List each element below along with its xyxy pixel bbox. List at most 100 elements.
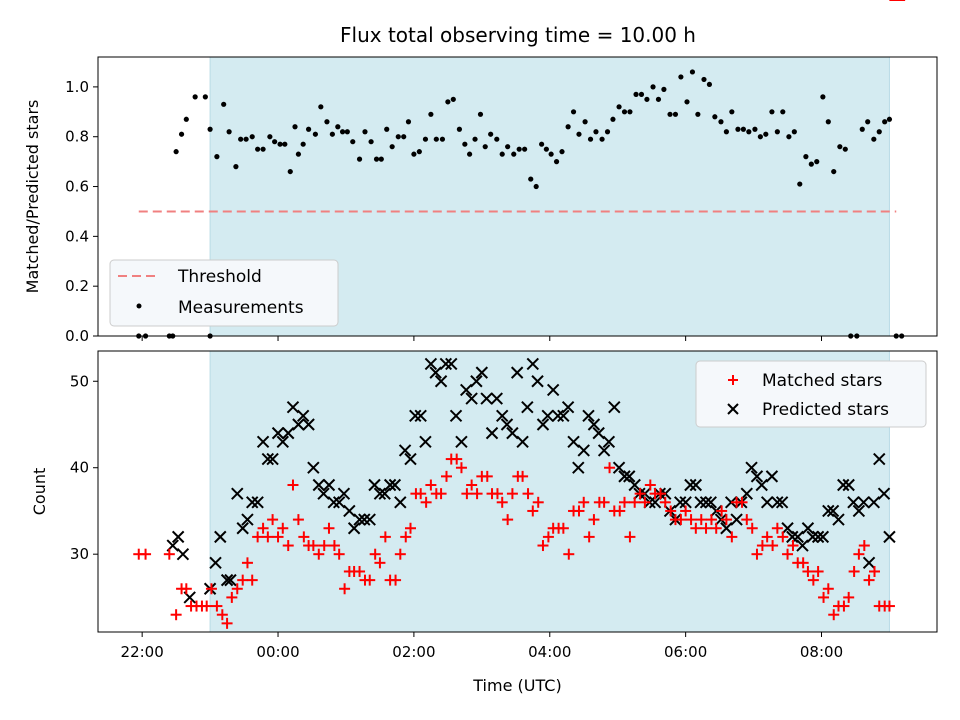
matched-star-marker [665, 505, 677, 517]
predicted-star-marker [822, 504, 835, 518]
matched-star-marker [807, 574, 819, 586]
matched-star-marker [741, 514, 753, 526]
matched-star-marker [629, 496, 641, 508]
measurement-point [553, 159, 560, 165]
matched-star-marker [720, 514, 732, 526]
measurement-point [395, 134, 401, 140]
measurement-point [339, 129, 346, 135]
predicted-star-marker [176, 547, 190, 561]
matched-star-marker [736, 496, 748, 508]
matched-star-marker [756, 540, 768, 552]
measurement-point [633, 91, 639, 97]
matched-star-marker [257, 522, 269, 534]
predicted-star-marker [449, 409, 463, 423]
matched-star-marker [435, 488, 447, 500]
matched-star-marker [455, 462, 467, 474]
predicted-star-marker [679, 496, 692, 509]
top-plot-frame [97, 56, 938, 337]
measurement-point [260, 146, 266, 152]
predicted-star-marker [322, 478, 336, 492]
measurement-point [718, 119, 724, 125]
predicted-star-marker [862, 556, 876, 570]
matched-star-marker [700, 522, 712, 534]
measurement-point [411, 151, 417, 157]
matched-star-marker [226, 591, 238, 603]
matched-star-marker [690, 522, 702, 534]
matched-star-marker [221, 617, 233, 629]
measurement-point [871, 136, 877, 142]
measurement-point [439, 136, 446, 142]
measurement-point [373, 156, 380, 162]
measurement-point [368, 139, 374, 145]
measurement-point [405, 119, 412, 125]
top-y-tick-label: 0.0 [65, 327, 89, 345]
measurement-point [712, 114, 718, 120]
measurement-point [820, 94, 826, 100]
predicted-star-marker [546, 383, 560, 397]
matched-star-marker [883, 600, 895, 612]
predicted-star-marker [745, 461, 758, 474]
measurement-point [384, 126, 390, 132]
predicted-star-marker [791, 530, 804, 544]
measurement-point [305, 126, 312, 132]
predicted-star-marker [353, 513, 366, 526]
matched-star-marker [771, 522, 783, 534]
measurement-point [362, 129, 368, 135]
predicted-star-marker [343, 504, 356, 518]
bottom-y-axis-label: Count [30, 468, 49, 516]
predicted-star-marker [755, 478, 768, 492]
measurement-point [689, 69, 696, 75]
measurement-point [808, 161, 814, 167]
measurement-point [300, 141, 306, 147]
measurement-point [433, 136, 439, 142]
measurement-point [318, 104, 324, 110]
x-axis-label: Time (UTC) [472, 676, 561, 695]
matched-star-marker [782, 548, 794, 560]
measurement-point [757, 134, 763, 140]
matched-star-marker [287, 479, 299, 491]
matched-star-marker [675, 514, 687, 526]
predicted-star-marker [500, 418, 514, 431]
measurement-point [842, 146, 848, 152]
matched-star-marker [506, 488, 518, 500]
predicted-star-marker [531, 375, 544, 388]
bottom-x-tick-label: 22:00 [121, 643, 164, 661]
matched-star-marker [491, 488, 503, 500]
measurement-point [695, 111, 701, 117]
measurement-point [516, 146, 522, 152]
measurement-point [559, 149, 565, 155]
predicted-star-marker [455, 435, 468, 448]
measurement-point [678, 74, 684, 80]
matched-star-marker [471, 488, 483, 500]
top-legend-box [109, 259, 339, 327]
matched-star-marker [216, 609, 228, 621]
matched-star-marker [583, 531, 595, 543]
matched-star-marker [588, 514, 600, 526]
measurement-point [482, 144, 488, 150]
measurement-point [582, 119, 588, 125]
predicted-star-marker [582, 409, 595, 423]
predicted-star-marker [510, 366, 524, 379]
matched-star-marker [828, 609, 840, 621]
matched-star-marker [843, 591, 855, 603]
matched-star-marker [761, 531, 773, 543]
legend-predicted-swatch [727, 403, 739, 415]
predicted-star-marker [740, 487, 753, 500]
predicted-star-marker [806, 530, 819, 544]
predicted-star-marker [231, 487, 244, 500]
measurement-point [389, 144, 395, 150]
measurement-point [604, 129, 611, 135]
measurement-point [797, 181, 803, 187]
measurement-point [655, 96, 662, 102]
measurement-point [621, 109, 628, 115]
matched-star-marker [292, 514, 304, 526]
measurement-point [272, 139, 278, 145]
matched-star-marker [685, 514, 697, 526]
matched-star-marker [517, 470, 529, 482]
matched-star-marker [333, 548, 345, 560]
predicted-star-marker [873, 452, 886, 466]
predicted-star-marker [409, 409, 422, 423]
measurement-point [522, 146, 528, 152]
measurement-point [292, 124, 298, 130]
top-y-tick-label: 0.8 [65, 128, 89, 146]
